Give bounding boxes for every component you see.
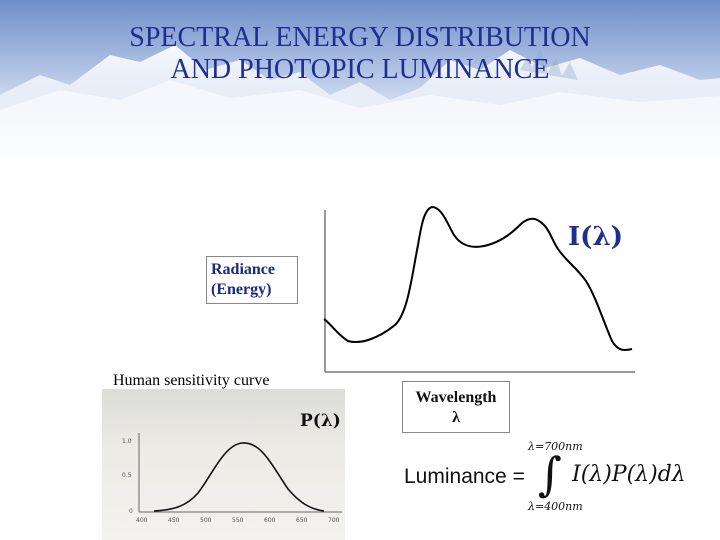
- energy-curve: [323, 205, 633, 351]
- formula-upper-limit: λ=700nm: [528, 440, 583, 453]
- energy-distribution-plot: [323, 205, 635, 373]
- sensitivity-curve: [153, 442, 325, 512]
- luminance-formula: Luminance = λ=700nm ∫ λ=400nm I(λ)P(λ)dλ: [400, 440, 700, 518]
- formula-lhs: Luminance =: [404, 465, 525, 488]
- formula-integrand: I(λ)P(λ)dλ: [572, 462, 686, 487]
- sensitivity-y-tick: 0.5: [122, 472, 132, 479]
- title-line-1: SPECTRAL ENERGY DISTRIBUTION: [129, 22, 591, 53]
- sensitivity-x-tick: 450: [168, 517, 180, 524]
- sensitivity-plot-svg: 1.0 0.5 0 400 450 500 550 600 650 700: [122, 433, 342, 524]
- wavelength-label-line-2: λ: [452, 409, 460, 426]
- sensitivity-series-label: P(λ): [300, 411, 341, 431]
- sensitivity-x-tick: 400: [136, 517, 148, 524]
- integral-sign: ∫: [538, 447, 562, 501]
- sensitivity-x-tick: 600: [264, 517, 276, 524]
- radiance-label-line-1: Radiance: [211, 261, 275, 278]
- radiance-label-line-2: (Energy): [211, 281, 272, 298]
- radiance-label-box: Radiance (Energy): [206, 256, 298, 304]
- sensitivity-x-tick: 700: [328, 517, 340, 524]
- wavelength-label-line-1: Wavelength: [415, 389, 497, 406]
- wavelength-label-box: Wavelength λ: [402, 381, 510, 433]
- sensitivity-x-tick: 650: [296, 517, 308, 524]
- sensitivity-caption: Human sensitivity curve: [113, 372, 270, 389]
- sensitivity-y-tick: 1.0: [122, 438, 132, 445]
- energy-series-label: I(λ): [568, 222, 623, 252]
- mountain-backdrop: [0, 45, 720, 170]
- sensitivity-x-tick: 550: [232, 517, 244, 524]
- formula-lower-limit: λ=400nm: [528, 500, 583, 513]
- slide-title: SPECTRAL ENERGY DISTRIBUTION AND PHOTOPI…: [40, 22, 680, 86]
- sensitivity-y-tick: 0: [129, 508, 133, 515]
- sensitivity-plot: 1.0 0.5 0 400 450 500 550 600 650 700: [102, 389, 345, 540]
- title-line-2: AND PHOTOPIC LUMINANCE: [170, 54, 550, 85]
- sensitivity-x-tick: 500: [200, 517, 212, 524]
